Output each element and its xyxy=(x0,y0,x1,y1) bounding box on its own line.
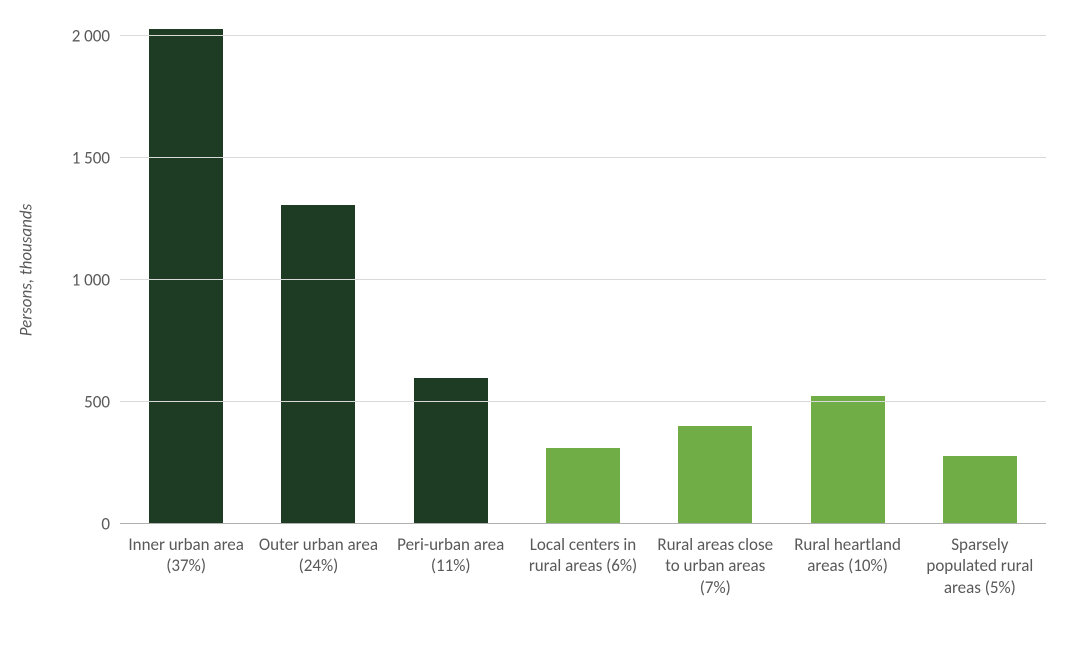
bar xyxy=(281,205,355,525)
y-tick-label: 0 xyxy=(101,514,110,535)
bar xyxy=(414,378,488,524)
x-axis-labels: Inner urban area (37%)Outer urban area (… xyxy=(120,534,1046,598)
grid-line xyxy=(120,401,1046,402)
x-axis-label: Rural areas close to urban areas (7%) xyxy=(649,534,781,598)
bar xyxy=(546,448,620,524)
bars-container xyxy=(120,24,1046,524)
grid-line xyxy=(120,279,1046,280)
bar xyxy=(943,456,1017,524)
bar xyxy=(149,29,223,524)
x-axis-label: Sparsely populated rural areas (5%) xyxy=(914,534,1046,598)
bar-slot xyxy=(781,24,913,524)
y-tick-label: 2 000 xyxy=(72,26,110,47)
x-axis-label: Rural heartland areas (10%) xyxy=(781,534,913,598)
y-tick-label: 1 500 xyxy=(72,148,110,169)
x-axis-label: Peri-urban area (11%) xyxy=(385,534,517,598)
plot-area: 05001 0001 5002 000 xyxy=(120,24,1046,524)
bar-slot xyxy=(914,24,1046,524)
grid-line xyxy=(120,523,1046,524)
y-axis-title: Persons, thousands xyxy=(16,204,37,337)
y-tick-label: 500 xyxy=(84,392,110,413)
x-axis-label: Outer urban area (24%) xyxy=(252,534,384,598)
bar-slot xyxy=(252,24,384,524)
x-axis-label: Local centers in rural areas (6%) xyxy=(517,534,649,598)
x-axis-label: Inner urban area (37%) xyxy=(120,534,252,598)
grid-line xyxy=(120,157,1046,158)
grid-line xyxy=(120,35,1046,36)
bar-slot xyxy=(385,24,517,524)
bar-slot xyxy=(649,24,781,524)
y-tick-label: 1 000 xyxy=(72,270,110,291)
bar xyxy=(678,426,752,524)
bar-chart: Persons, thousands 05001 0001 5002 000 I… xyxy=(0,0,1070,652)
bar xyxy=(811,396,885,524)
bar-slot xyxy=(120,24,252,524)
bar-slot xyxy=(517,24,649,524)
